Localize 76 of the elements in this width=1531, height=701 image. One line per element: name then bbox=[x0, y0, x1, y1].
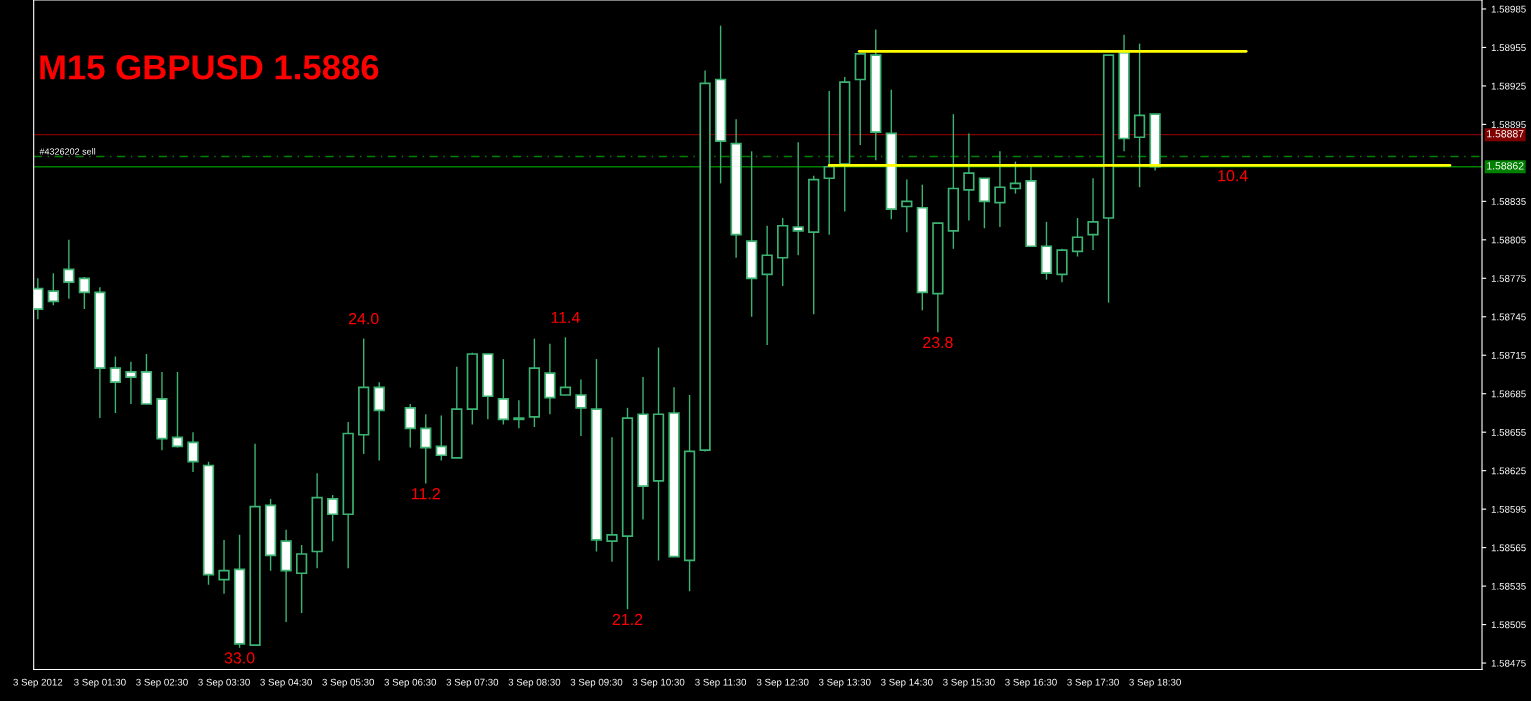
x-tick-label: 3 Sep 09:30 bbox=[570, 678, 623, 688]
candlestick bbox=[1087, 177, 1099, 251]
x-tick-label: 3 Sep 2012 bbox=[13, 678, 63, 688]
ref-line-label: 1.58887 bbox=[1487, 130, 1524, 138]
y-tick-label: 1.58745 bbox=[1491, 313, 1526, 321]
y-tick-label: 1.58715 bbox=[1491, 351, 1526, 359]
candlestick bbox=[513, 399, 525, 430]
candlestick bbox=[78, 276, 91, 310]
ref-line-label: 1.58862 bbox=[1487, 162, 1524, 170]
candlestick bbox=[1133, 42, 1146, 188]
y-tick-label: 1.58535 bbox=[1491, 582, 1526, 590]
y-tick-label: 1.58835 bbox=[1491, 198, 1526, 205]
candlestick bbox=[559, 336, 572, 396]
y-tick-label: 1.58925 bbox=[1491, 82, 1526, 90]
annotation: 11.2 bbox=[412, 488, 440, 500]
candlestick bbox=[792, 141, 804, 256]
candlestick bbox=[1071, 217, 1084, 258]
annotation: 21.2 bbox=[612, 613, 643, 625]
x-tick-label: 3 Sep 15:30 bbox=[943, 678, 995, 688]
candlestick bbox=[435, 414, 447, 462]
x-tick-label: 3 Sep 10:30 bbox=[632, 678, 685, 688]
candlestick bbox=[373, 381, 385, 462]
candlestick bbox=[47, 272, 59, 306]
candlestick bbox=[171, 371, 184, 449]
x-tick-label: 3 Sep 18:30 bbox=[1129, 678, 1181, 688]
candlestick bbox=[497, 358, 509, 426]
candlestick bbox=[606, 436, 618, 563]
candlestick bbox=[327, 494, 339, 542]
y-tick-label: 1.58505 bbox=[1491, 621, 1526, 629]
x-tick-label: 3 Sep 07:30 bbox=[446, 678, 499, 688]
candlestick bbox=[978, 177, 991, 229]
y-tick-label: 1.58565 bbox=[1491, 544, 1526, 552]
ref-line-label: #4326202 sell bbox=[39, 148, 96, 155]
candlestick bbox=[761, 225, 773, 346]
candlestick bbox=[404, 403, 416, 449]
x-tick-label: 3 Sep 13:30 bbox=[818, 678, 871, 688]
x-tick-label: 3 Sep 05:30 bbox=[322, 678, 375, 688]
annotation: 23.8 bbox=[923, 336, 953, 349]
y-tick-label: 1.58775 bbox=[1491, 275, 1526, 282]
candlestick bbox=[295, 544, 308, 614]
candlestick bbox=[187, 431, 199, 473]
y-tick-label: 1.58685 bbox=[1491, 390, 1526, 398]
y-tick-label: 1.58475 bbox=[1491, 659, 1526, 667]
candlestick bbox=[823, 90, 835, 236]
annotation: 10.4 bbox=[1218, 170, 1248, 182]
x-tick-label: 3 Sep 12:30 bbox=[756, 678, 809, 688]
y-tick-label: 1.58955 bbox=[1491, 44, 1526, 52]
y-tick-label: 1.58985 bbox=[1491, 5, 1526, 13]
annotation: 11.4 bbox=[551, 311, 580, 323]
y-tick-label: 1.58655 bbox=[1491, 428, 1526, 436]
x-tick-label: 3 Sep 02:30 bbox=[136, 678, 188, 688]
candlestick bbox=[420, 413, 432, 485]
text: M15 GBPUSD 1.5886 bbox=[40, 55, 379, 80]
candlestick bbox=[125, 360, 137, 405]
x-tick-label: 3 Sep 11:30 bbox=[695, 678, 747, 688]
annotation: 33.0 bbox=[224, 652, 255, 664]
y-tick-label: 1.58625 bbox=[1491, 467, 1526, 475]
x-tick-label: 3 Sep 16:30 bbox=[1005, 678, 1057, 688]
y-tick-label: 1.58895 bbox=[1491, 121, 1526, 129]
x-tick-label: 3 Sep 06:30 bbox=[384, 678, 437, 688]
x-tick-label: 3 Sep 17:30 bbox=[1067, 678, 1119, 688]
y-tick-label: 1.58595 bbox=[1491, 505, 1526, 513]
candlestick bbox=[218, 539, 230, 595]
candlestick bbox=[575, 378, 587, 437]
x-tick-label: 3 Sep 14:30 bbox=[880, 678, 933, 688]
candlestick bbox=[994, 150, 1006, 228]
candlestick bbox=[963, 132, 975, 222]
x-tick-label: 3 Sep 03:30 bbox=[198, 678, 250, 688]
x-tick-label: 3 Sep 08:30 bbox=[508, 678, 561, 688]
candlestick bbox=[33, 277, 44, 321]
y-tick-label: 1.58805 bbox=[1491, 236, 1526, 244]
candlestick bbox=[63, 239, 75, 300]
x-tick-label: 3 Sep 04:30 bbox=[260, 678, 312, 688]
candlestick bbox=[109, 355, 122, 414]
annotation: 24.0 bbox=[348, 313, 379, 325]
x-tick-label: 3 Sep 01:30 bbox=[74, 678, 126, 688]
